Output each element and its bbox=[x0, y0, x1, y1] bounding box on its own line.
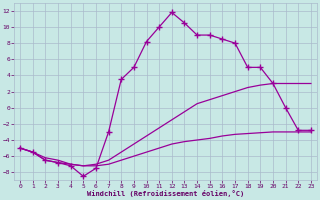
X-axis label: Windchill (Refroidissement éolien,°C): Windchill (Refroidissement éolien,°C) bbox=[87, 190, 244, 197]
